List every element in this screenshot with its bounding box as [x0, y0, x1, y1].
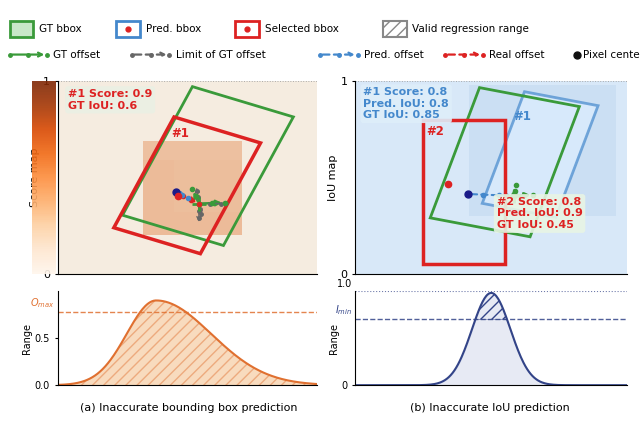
- Bar: [383, 21, 406, 37]
- Text: $I_{min}$: $I_{min}$: [335, 303, 353, 318]
- Text: GT offset: GT offset: [54, 50, 100, 59]
- Y-axis label: Range: Range: [22, 323, 32, 354]
- Text: Pred. offset: Pred. offset: [364, 50, 424, 59]
- Text: Pixel center: Pixel center: [584, 50, 640, 59]
- Text: GT bbox: GT bbox: [39, 24, 82, 34]
- Text: 1.0: 1.0: [337, 279, 353, 289]
- Bar: [470, 85, 616, 216]
- Text: #1 Score: 0.9
GT IoU: 0.6: #1 Score: 0.9 GT IoU: 0.6: [68, 89, 152, 110]
- Bar: [143, 141, 242, 160]
- Text: (b) Inaccurate IoU prediction: (b) Inaccurate IoU prediction: [410, 403, 570, 413]
- Text: Selected bbox: Selected bbox: [265, 24, 339, 34]
- Bar: [116, 21, 140, 37]
- Y-axis label: IoU map: IoU map: [328, 155, 338, 201]
- Y-axis label: Range: Range: [329, 323, 339, 354]
- Text: #1: #1: [172, 127, 189, 140]
- Bar: [143, 141, 242, 235]
- Text: Real offset: Real offset: [490, 50, 545, 59]
- Text: Limit of GT offset: Limit of GT offset: [176, 50, 266, 59]
- Text: $O_{max}$: $O_{max}$: [31, 296, 55, 310]
- Text: (a) Inaccurate bounding box prediction: (a) Inaccurate bounding box prediction: [80, 403, 298, 413]
- Y-axis label: Score map: Score map: [30, 148, 40, 208]
- Text: Valid regression range: Valid regression range: [412, 24, 529, 34]
- Text: #1: #1: [513, 110, 531, 123]
- Bar: [10, 21, 33, 37]
- Text: Pred. bbox: Pred. bbox: [146, 24, 201, 34]
- Bar: [423, 120, 505, 265]
- Text: #1 Score: 0.8
Pred. IoU: 0.8
GT IoU: 0.85: #1 Score: 0.8 Pred. IoU: 0.8 GT IoU: 0.8…: [364, 87, 449, 120]
- Polygon shape: [483, 92, 598, 217]
- Text: #2 Score: 0.8
Pred. IoU: 0.9
GT IoU: 0.45: #2 Score: 0.8 Pred. IoU: 0.9 GT IoU: 0.4…: [497, 197, 582, 230]
- Bar: [143, 212, 242, 235]
- Bar: [174, 160, 242, 212]
- Bar: [236, 21, 259, 37]
- Bar: [143, 160, 174, 212]
- Text: #2: #2: [426, 125, 444, 138]
